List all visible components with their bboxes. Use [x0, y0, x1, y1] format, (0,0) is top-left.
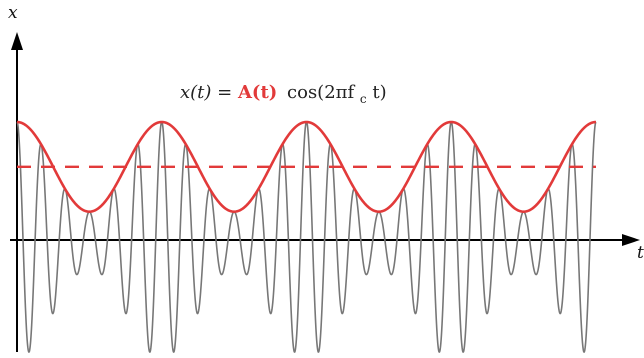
formula-tail: t)	[372, 82, 386, 103]
formula-amplitude: A(t)	[237, 82, 277, 103]
formula-subscript: c	[360, 92, 367, 106]
y-axis-label: x	[8, 3, 18, 23]
x-axis-label: t	[637, 243, 644, 263]
formula-lhs: x(t) =	[180, 82, 238, 103]
envelope-series	[16, 120, 597, 213]
x-axis-arrowhead	[622, 234, 640, 246]
formula-rhs: cos(2πf	[287, 82, 355, 103]
y-axis-arrowhead	[11, 32, 23, 50]
formula-annotation: x(t) = A(t) cos(2πf c t)	[180, 82, 387, 108]
signal-series	[16, 120, 597, 353]
